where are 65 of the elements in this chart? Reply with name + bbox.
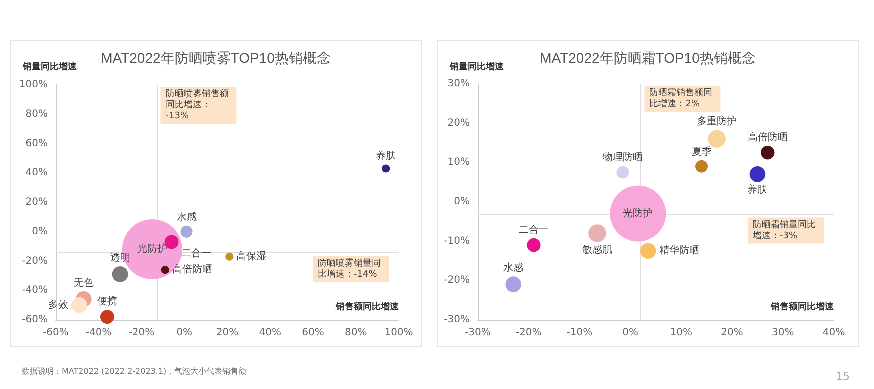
text: 15 [836, 370, 850, 383]
x-tick-label: 10% [670, 328, 693, 338]
x-tick-label: 40% [259, 328, 282, 338]
ref-line-label: 防晒喷雾销售额同比增速：-13% [166, 88, 229, 122]
y-tick-label: -40% [22, 285, 48, 296]
chart-title: MAT2022年防晒霜TOP10热销概念 [540, 50, 756, 66]
y-tick-label: 80% [26, 108, 48, 120]
x-tick-label: -10% [566, 328, 593, 338]
x-tick-label: -60% [43, 328, 69, 338]
x-tick-label: 100% [384, 328, 414, 338]
y-tick-label: -10% [444, 236, 470, 247]
y-tick-label: -20% [22, 256, 48, 267]
y-tick-label: 30% [448, 78, 470, 90]
y-axis-title: 销量同比增速 [22, 62, 78, 72]
x-tick-label: 30% [772, 328, 794, 338]
series-label: 高保湿 [236, 250, 267, 262]
ref-line-label: 防晒霜销售额同比增速：2% [650, 88, 713, 110]
ref-line-label: 防晒喷雾销量同比增速：-14% [318, 258, 381, 280]
series-label: 高倍防晒 [748, 131, 788, 144]
series-label: 多效 [48, 298, 69, 311]
y-tick-label: 20% [26, 197, 48, 208]
series-label: 光防护 [137, 243, 168, 255]
series-label: 养肤 [376, 150, 396, 162]
x-tick-label: 20% [721, 328, 744, 338]
series-label: 二合一 [182, 248, 212, 260]
x-tick-label: 0% [622, 328, 639, 338]
chart-title: MAT2022年防晒喷雾TOP10热销概念 [101, 50, 331, 66]
series-label: 透明 [110, 252, 130, 264]
series-label: 精华防晒 [659, 244, 700, 257]
series-label: 水感 [176, 211, 197, 224]
y-tick-label: -30% [444, 314, 470, 326]
y-tick-label: 60% [26, 138, 48, 150]
x-axis-title: 销售额同比增速 [770, 302, 835, 312]
x-tick-label: 40% [822, 328, 846, 338]
series-label: 水感 [504, 262, 524, 274]
y-tick-label: 100% [19, 80, 48, 90]
series-label: 高倍防晒 [172, 264, 212, 276]
series-label: 多重防护 [697, 116, 738, 128]
y-tick-label: 0% [454, 196, 470, 208]
x-axis-title: 销售额同比增速 [335, 302, 400, 312]
x-tick-label: 80% [345, 328, 368, 338]
x-tick-label: 20% [216, 328, 239, 338]
y-tick-label: 0% [32, 226, 48, 238]
series-label: 便携 [97, 296, 118, 308]
y-tick-label: 10% [448, 157, 470, 168]
ref-line-label: 防晒霜销量同比增速：-3% [752, 219, 816, 242]
x-tick-label: -30% [465, 328, 491, 338]
x-tick-label: -20% [516, 328, 542, 338]
text: 数据说明：MAT2022 (2022.2-2023.1)，气泡大小代表销售额 [22, 366, 247, 377]
series-label: 物理防晒 [602, 152, 643, 164]
series-label: 无色 [74, 276, 94, 289]
y-tick-label: 20% [448, 118, 470, 129]
series-label: 二合一 [518, 224, 549, 236]
y-tick-label: 40% [26, 168, 48, 179]
y-tick-label: -60% [22, 314, 48, 326]
x-tick-label: 0% [176, 328, 193, 338]
x-tick-label: 60% [302, 328, 324, 338]
x-tick-label: -40% [86, 328, 112, 338]
series-label: 夏季 [692, 146, 712, 158]
y-axis-title: 销量同比增速 [449, 62, 505, 72]
series-label: 敏感肌 [582, 244, 613, 256]
x-tick-label: -20% [128, 328, 155, 338]
series-label: 养肤 [748, 184, 768, 196]
series-label: 光防护 [623, 207, 654, 220]
y-tick-label: -20% [444, 275, 470, 286]
